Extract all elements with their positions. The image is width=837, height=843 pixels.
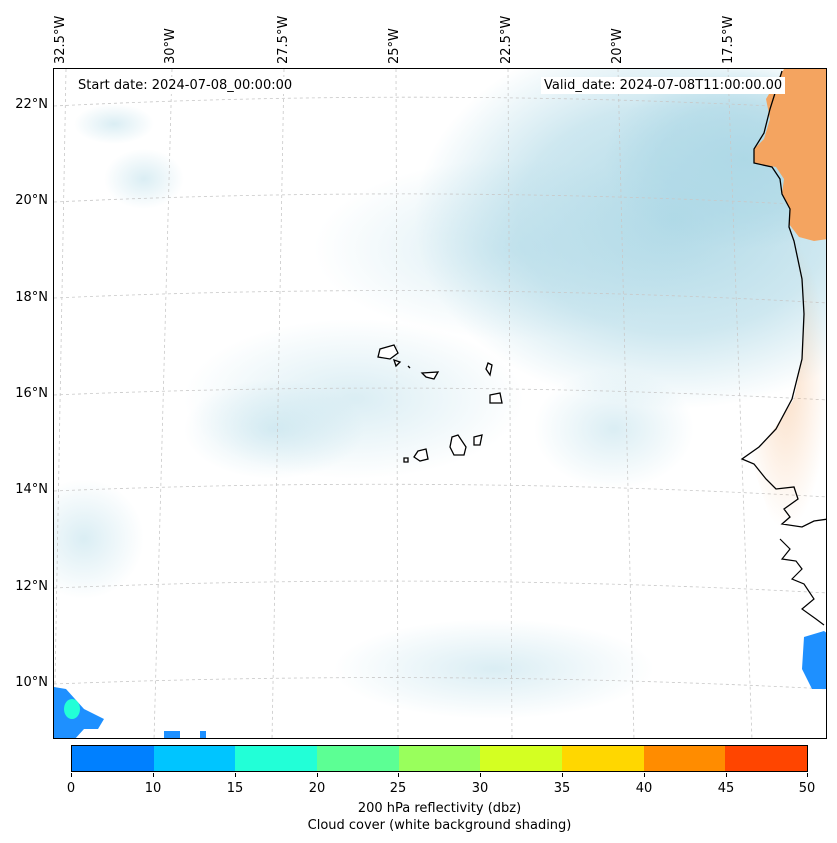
colorbar-tick-mark bbox=[317, 773, 318, 777]
colorbar-tick-label: 10 bbox=[144, 781, 162, 796]
lat-label-12n: 12°N bbox=[15, 579, 48, 594]
colorbar-tick-label: 50 bbox=[798, 781, 816, 796]
land-mass-south bbox=[744, 237, 826, 529]
lon-label-17-5w: 17.5°W bbox=[721, 15, 736, 64]
colorbar-tick-mark bbox=[644, 773, 645, 777]
colorbar-tick-mark bbox=[726, 773, 727, 777]
lat-label-10n: 10°N bbox=[15, 675, 48, 690]
colorbar-tick-mark bbox=[153, 773, 154, 777]
start-date-label: Start date: 2024-07-08_00:00:00 bbox=[75, 77, 296, 94]
colorbar-swatch bbox=[480, 746, 563, 771]
colorbar-title: 200 hPa reflectivity (dbz) bbox=[357, 801, 522, 816]
lat-label-22n: 22°N bbox=[15, 97, 48, 112]
colorbar-swatch bbox=[317, 746, 399, 771]
lat-label-20n: 20°N bbox=[15, 193, 48, 208]
lon-label-25w: 25°W bbox=[387, 28, 402, 64]
colorbar-tick-label: 25 bbox=[389, 781, 407, 796]
coastline-guinea bbox=[779, 538, 825, 626]
lat-label-18n: 18°N bbox=[15, 290, 48, 305]
lat-label-14n: 14°N bbox=[15, 482, 48, 497]
colorbar-tick-label: 15 bbox=[226, 781, 244, 796]
colorbar-tick-mark bbox=[807, 773, 808, 777]
colorbar-tick-mark bbox=[398, 773, 399, 777]
colorbar-tick-label: 0 bbox=[66, 781, 76, 796]
lon-label-22-5w: 22.5°W bbox=[499, 15, 514, 64]
lon-label-27-5w: 27.5°W bbox=[276, 15, 291, 64]
colorbar-swatch bbox=[398, 746, 481, 771]
colorbar-swatch bbox=[725, 746, 808, 771]
colorbar-swatch bbox=[562, 746, 644, 771]
map-panel bbox=[53, 68, 827, 739]
colorbar-swatch bbox=[153, 746, 236, 771]
land-mass bbox=[754, 69, 826, 241]
colorbar-tick-label: 40 bbox=[635, 781, 653, 796]
cape-verde-islands bbox=[377, 344, 503, 463]
colorbar-tick-label: 20 bbox=[308, 781, 326, 796]
colorbar-tick-mark bbox=[562, 773, 563, 777]
lon-label-30w: 30°W bbox=[163, 28, 178, 64]
colorbar-subtitle: Cloud cover (white background shading) bbox=[307, 818, 572, 833]
colorbar-swatch bbox=[72, 746, 154, 771]
map-canvas bbox=[54, 69, 826, 738]
reflectivity-cells bbox=[54, 631, 826, 738]
lon-label-32-5w: 32.5°W bbox=[53, 15, 68, 64]
colorbar-tick-label: 35 bbox=[553, 781, 571, 796]
colorbar-tick-mark bbox=[235, 773, 236, 777]
colorbar-swatch bbox=[235, 746, 318, 771]
lon-label-20w: 20°W bbox=[610, 28, 625, 64]
lat-label-16n: 16°N bbox=[15, 386, 48, 401]
reflectivity-colorbar bbox=[71, 745, 808, 772]
graticule bbox=[54, 69, 826, 738]
cloud-cover-shading bbox=[54, 69, 826, 719]
colorbar-tick-mark bbox=[480, 773, 481, 777]
colorbar-tick-mark bbox=[71, 773, 72, 777]
colorbar-swatch bbox=[643, 746, 726, 771]
colorbar-tick-label: 30 bbox=[471, 781, 489, 796]
colorbar-tick-label: 45 bbox=[717, 781, 735, 796]
valid-date-label: Valid_date: 2024-07-08T11:00:00.00 bbox=[541, 77, 786, 94]
coastline bbox=[740, 70, 826, 528]
